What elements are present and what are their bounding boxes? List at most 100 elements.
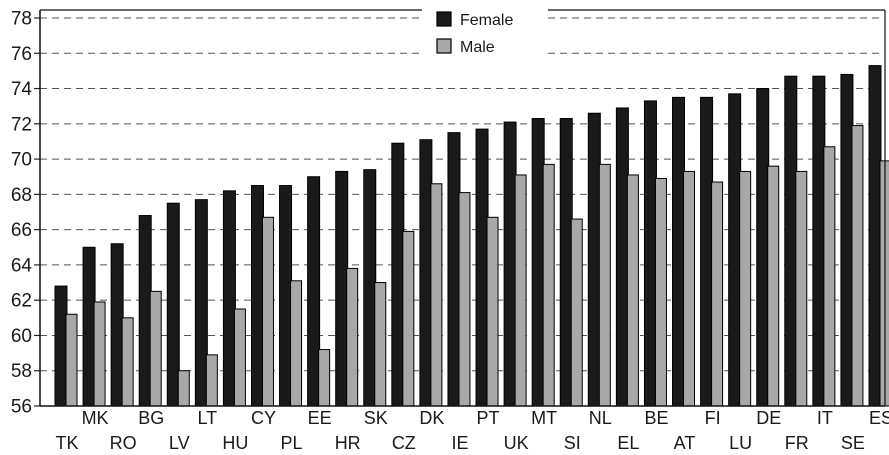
x-category-label: EE (308, 408, 332, 428)
legend-swatch-male (436, 38, 452, 54)
bar-male-lv (177, 370, 190, 407)
bar-male-mk (93, 301, 106, 407)
bar-female-hu (222, 190, 236, 407)
bar-male-nl (598, 163, 611, 407)
y-tick-label: 64 (11, 255, 33, 276)
x-category-label: BE (644, 408, 668, 428)
bar-female-at (672, 96, 686, 407)
bar-female-dk (419, 139, 433, 407)
bar-male-at (683, 170, 696, 407)
legend-label-male: Male (460, 39, 495, 56)
bar-female-uk (503, 121, 517, 407)
bar-female-it (812, 75, 826, 407)
x-category-label: CZ (392, 433, 416, 453)
bar-male-cy (261, 216, 274, 407)
x-category-label: SK (364, 408, 388, 428)
bar-female-cz (391, 142, 405, 407)
x-category-label: MK (82, 408, 109, 428)
bar-female-tk (54, 285, 68, 407)
bar-female-pt (475, 128, 489, 407)
bar-female-lv (166, 202, 180, 407)
x-category-label: AT (674, 433, 696, 453)
legend-swatch-female (436, 11, 452, 27)
bar-male-hu (233, 308, 246, 407)
x-category-label: UK (504, 433, 529, 453)
bar-female-cy (250, 185, 264, 407)
x-category-label: BG (138, 408, 164, 428)
bars (54, 65, 889, 407)
y-tick-label: 70 (11, 150, 32, 171)
bar-female-ee (307, 176, 321, 407)
bar-female-ro (110, 243, 124, 407)
x-category-label: DE (756, 408, 781, 428)
legend-label-female: Female (460, 12, 513, 29)
y-tick-label: 74 (11, 79, 33, 100)
bar-female-be (643, 100, 657, 407)
bar-male-be (654, 177, 667, 407)
bar-male-si (570, 218, 583, 407)
x-category-label: NL (589, 408, 612, 428)
bar-female-sk (363, 169, 377, 407)
y-tick-label: 58 (11, 361, 32, 382)
bar-female-es (868, 65, 882, 407)
bar-female-fi (700, 96, 714, 407)
y-tick-label: 60 (11, 326, 32, 347)
bar-male-bg (149, 290, 162, 407)
y-tick-label: 56 (11, 397, 32, 418)
bar-male-hr (346, 267, 359, 407)
bar-male-ro (121, 317, 134, 407)
x-category-label: PT (477, 408, 500, 428)
x-category-label: IT (817, 408, 833, 428)
bar-female-mk (82, 246, 96, 407)
bar-female-pl (279, 185, 293, 407)
bar-male-mt (542, 163, 555, 407)
bar-male-el (626, 174, 639, 407)
x-category-label: PL (281, 433, 303, 453)
bar-female-se (840, 73, 854, 407)
bar-male-fi (711, 181, 724, 407)
bar-female-hr (335, 170, 349, 407)
x-category-label: SE (841, 433, 865, 453)
x-category-label: FR (785, 433, 809, 453)
x-category-label: HR (335, 433, 361, 453)
bar-female-mt (531, 118, 545, 407)
x-category-label: DK (419, 408, 444, 428)
bar-male-ie (458, 192, 471, 407)
bar-female-si (559, 118, 573, 407)
y-tick-label: 78 (11, 9, 32, 30)
bar-male-sk (374, 282, 387, 407)
bar-male-lt (205, 354, 218, 407)
bar-female-bg (138, 215, 152, 407)
x-category-label: EL (617, 433, 639, 453)
bar-female-nl (587, 112, 601, 407)
bar-male-fr (795, 170, 808, 407)
bar-male-tk (65, 313, 78, 407)
bar-male-pt (486, 216, 499, 407)
x-category-label: LU (729, 433, 752, 453)
bar-male-se (851, 125, 864, 407)
bar-male-it (823, 146, 836, 407)
bar-female-lt (194, 199, 208, 407)
bar-male-lu (739, 170, 752, 407)
x-category-label: MT (531, 408, 557, 428)
bar-female-de (756, 88, 770, 407)
bar-male-ee (318, 349, 331, 407)
bar-female-lu (728, 93, 742, 407)
x-category-label: RO (110, 433, 137, 453)
x-category-label: FI (705, 408, 721, 428)
x-category-label: ES (869, 408, 889, 428)
bar-female-fr (784, 75, 798, 407)
bar-male-uk (514, 174, 527, 407)
bar-female-el (615, 107, 629, 407)
bar-male-dk (430, 183, 443, 407)
x-category-label: LT (198, 408, 218, 428)
y-tick-label: 66 (11, 220, 32, 241)
y-tick-label: 62 (11, 291, 32, 312)
x-category-label: TK (55, 433, 78, 453)
x-category-label: CY (251, 408, 276, 428)
x-category-label: HU (222, 433, 248, 453)
y-tick-label: 68 (11, 185, 32, 206)
bar-male-de (767, 165, 780, 407)
